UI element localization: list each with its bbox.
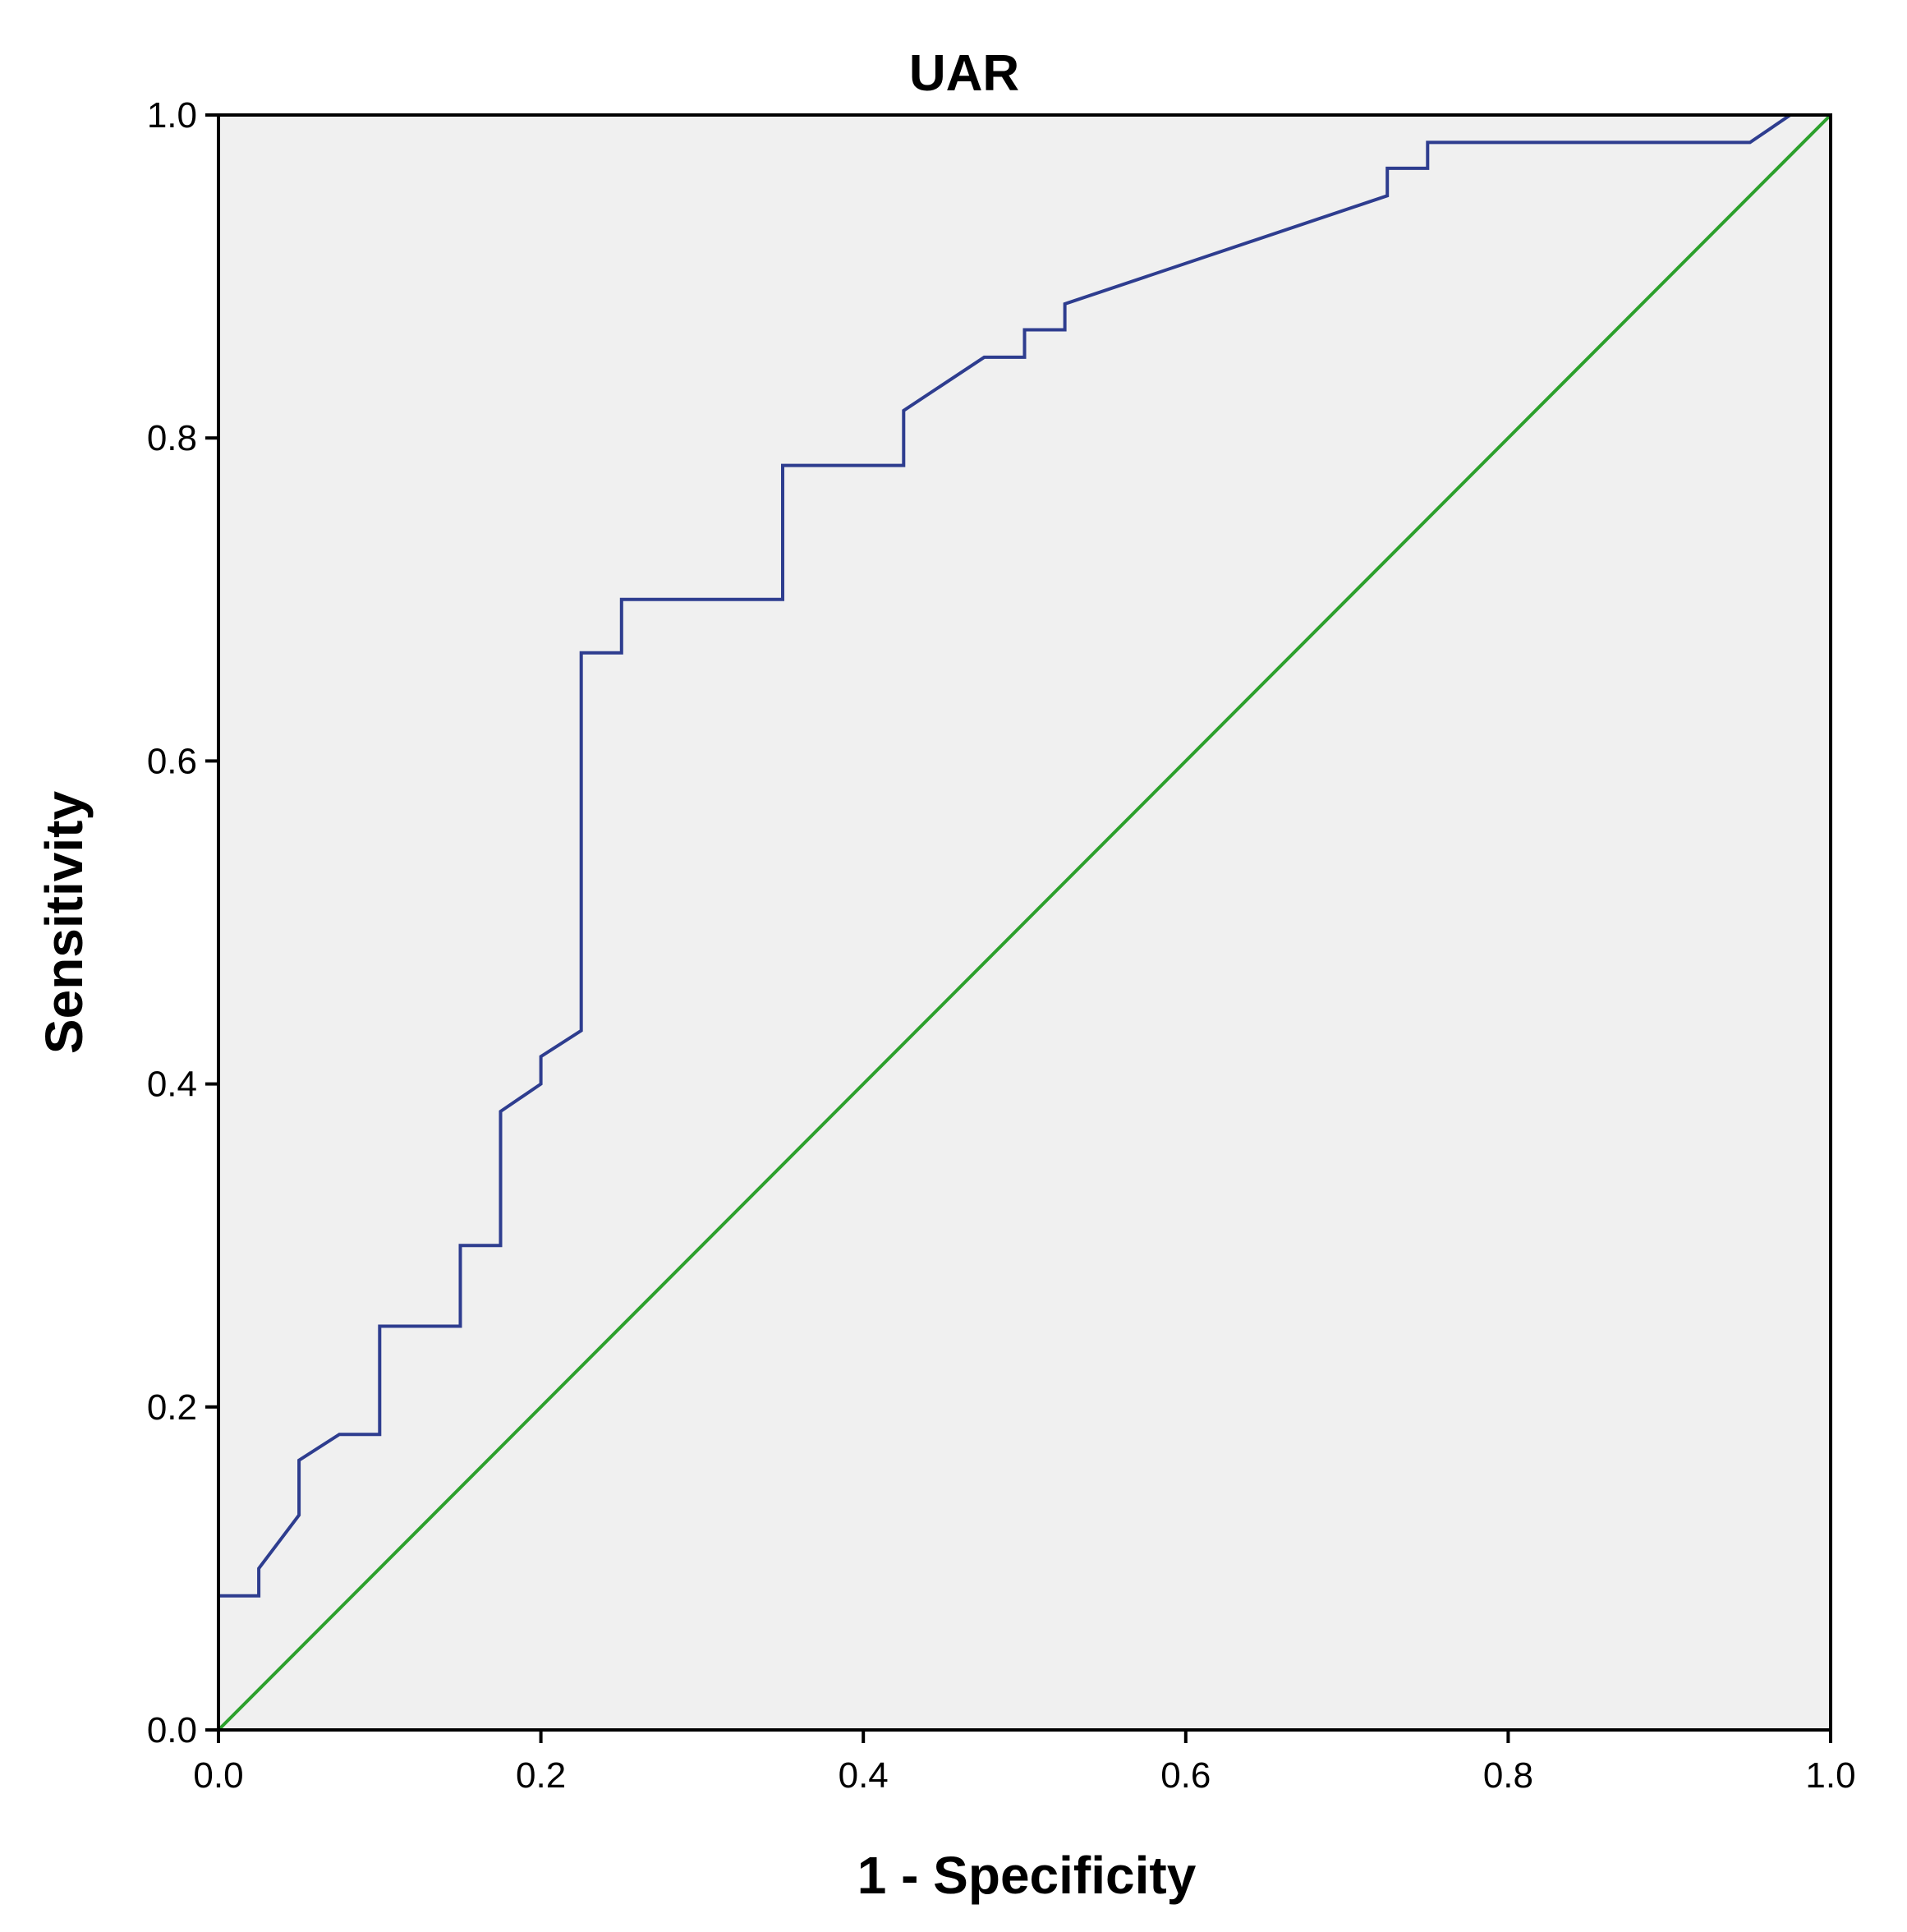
y-tick-label: 0.2 <box>147 1387 197 1428</box>
y-axis-label: Sensitivity <box>34 791 94 1055</box>
y-tick-label: 0.0 <box>147 1710 197 1750</box>
reference-diagonal-line <box>217 113 1832 1732</box>
x-tick-label: 1.0 <box>1805 1755 1855 1796</box>
x-tick-label: 0.2 <box>516 1755 566 1796</box>
x-tick-label: 0.0 <box>193 1755 243 1796</box>
roc-curve-line <box>217 113 1831 1730</box>
x-axis-label: 1 - Specificity <box>857 1846 1197 1905</box>
x-tick-label: 0.4 <box>839 1755 889 1796</box>
series-layer <box>217 113 1832 1732</box>
y-tick-label: 0.8 <box>147 418 197 458</box>
x-tick-label: 0.8 <box>1483 1755 1533 1796</box>
y-axis-ticks: 0.0 0.2 0.4 0.6 0.8 1.0 <box>147 95 218 1750</box>
y-tick-label: 0.6 <box>147 741 197 781</box>
y-tick-label: 1.0 <box>147 95 197 136</box>
plot-frame <box>217 113 1832 1732</box>
x-tick-label: 0.6 <box>1160 1755 1211 1796</box>
x-axis-ticks: 0.0 0.2 0.4 0.6 0.8 1.0 <box>193 1730 1856 1796</box>
y-tick-label: 0.4 <box>147 1065 197 1105</box>
chart-title: UAR <box>909 45 1019 102</box>
